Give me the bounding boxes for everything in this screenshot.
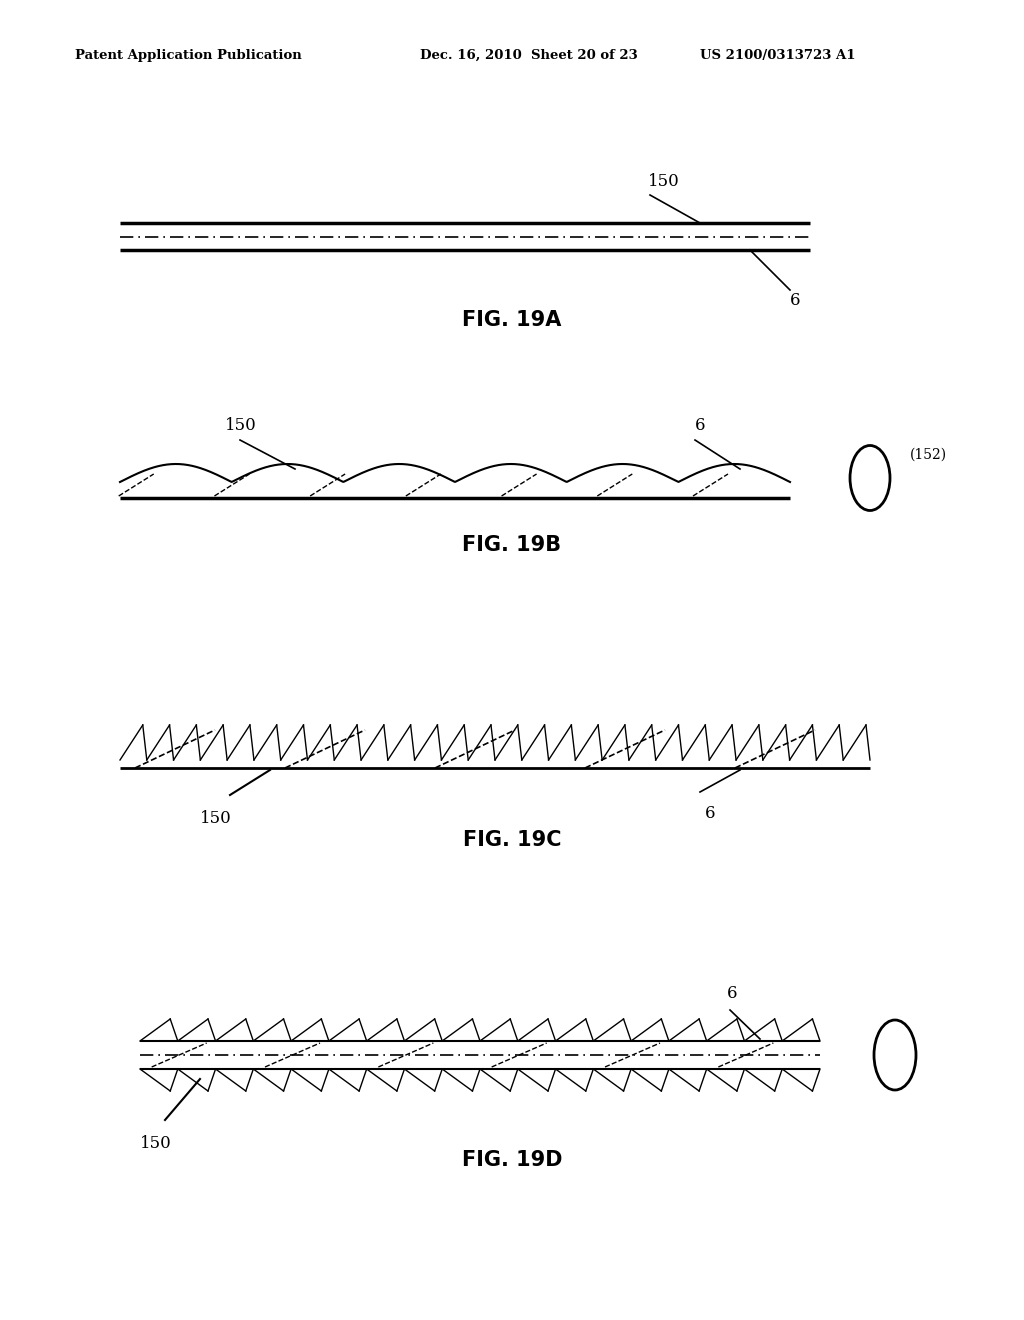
Text: 6: 6 (790, 292, 801, 309)
Text: (152): (152) (910, 447, 947, 462)
Text: 150: 150 (648, 173, 680, 190)
Text: 150: 150 (200, 810, 231, 828)
Text: FIG. 19D: FIG. 19D (462, 1150, 562, 1170)
Text: Dec. 16, 2010  Sheet 20 of 23: Dec. 16, 2010 Sheet 20 of 23 (420, 49, 638, 62)
Text: US 2100/0313723 A1: US 2100/0313723 A1 (700, 49, 855, 62)
Text: 150: 150 (225, 417, 257, 434)
Text: 6: 6 (705, 805, 716, 822)
Text: Patent Application Publication: Patent Application Publication (75, 49, 302, 62)
Text: FIG. 19C: FIG. 19C (463, 830, 561, 850)
Text: 6: 6 (695, 417, 706, 434)
Text: 150: 150 (140, 1135, 172, 1152)
Text: 6: 6 (727, 985, 737, 1002)
Text: FIG. 19B: FIG. 19B (463, 535, 561, 554)
Text: FIG. 19A: FIG. 19A (462, 310, 562, 330)
